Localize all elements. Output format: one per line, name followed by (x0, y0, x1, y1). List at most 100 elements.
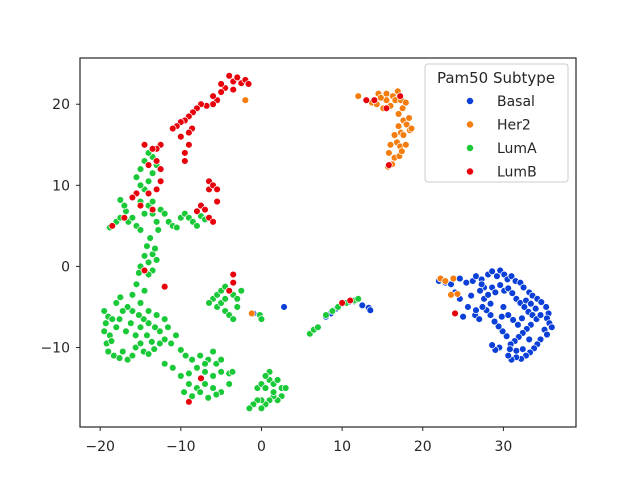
point-lumb (144, 189, 153, 198)
point-basal (493, 272, 501, 280)
point-luma (228, 368, 237, 376)
point-luma (185, 380, 193, 388)
point-basal (462, 278, 471, 287)
point-luma (160, 209, 169, 218)
point-luma (148, 169, 157, 177)
point-luma (144, 307, 153, 315)
point-basal (490, 317, 499, 326)
point-basal (519, 283, 528, 292)
point-luma (127, 319, 135, 327)
point-lumb (185, 141, 193, 149)
point-basal (506, 345, 514, 353)
x-axis: −20 −10 0 10 20 30 (85, 427, 512, 455)
point-luma (148, 338, 156, 346)
point-her2 (390, 131, 399, 139)
point-luma (128, 214, 137, 222)
point-luma (229, 315, 237, 323)
point-her2 (405, 114, 413, 122)
point-lumb (160, 282, 169, 291)
point-her2 (402, 141, 410, 149)
point-basal (498, 327, 507, 336)
point-luma (273, 376, 282, 384)
point-lumb (229, 85, 237, 94)
point-luma (140, 252, 149, 260)
point-luma (136, 165, 145, 173)
point-lumb (193, 207, 201, 216)
point-lumb (362, 96, 371, 104)
point-luma (160, 315, 169, 323)
point-luma (188, 392, 196, 400)
point-lumb (156, 177, 165, 186)
point-basal (467, 291, 475, 300)
point-luma (123, 355, 132, 364)
point-lumb (396, 92, 404, 100)
point-luma (225, 380, 233, 388)
point-lumb (209, 100, 217, 108)
point-luma (144, 319, 153, 327)
legend-marker-luma (466, 144, 474, 152)
point-luma (217, 368, 225, 376)
point-basal (280, 303, 288, 311)
point-lumb (225, 287, 233, 295)
point-luma (322, 311, 330, 319)
x-tick-label: 10 (333, 439, 351, 455)
point-luma (314, 323, 322, 332)
point-luma (212, 359, 221, 368)
point-lumb (156, 165, 165, 173)
point-her2 (453, 290, 462, 298)
point-luma (328, 307, 337, 315)
point-basal (536, 311, 545, 319)
point-luma (122, 327, 130, 336)
legend-label-lumb: LumB (497, 165, 537, 181)
point-luma (135, 311, 143, 319)
point-basal (486, 299, 495, 308)
point-lumb (128, 193, 137, 202)
point-basal (475, 315, 483, 323)
point-luma (196, 351, 204, 360)
point-lumb (217, 88, 225, 96)
point-luma (151, 244, 159, 253)
point-basal (472, 306, 480, 314)
point-luma (118, 347, 127, 356)
y-tick-label: 0 (61, 259, 70, 275)
point-luma (136, 299, 145, 307)
point-luma (160, 359, 169, 368)
point-luma (104, 347, 112, 356)
point-basal (507, 272, 516, 280)
point-basal (504, 351, 513, 360)
x-tick-label: 20 (414, 439, 432, 455)
point-lumb (385, 161, 393, 169)
point-luma (237, 287, 246, 295)
point-her2 (385, 149, 393, 157)
point-luma (160, 335, 169, 344)
point-basal (358, 301, 367, 310)
point-luma (132, 173, 141, 181)
point-basal (509, 316, 517, 324)
legend-title: Pam50 Subtype (437, 69, 555, 87)
point-luma (143, 331, 151, 340)
point-luma (209, 347, 217, 356)
point-basal (459, 312, 467, 321)
point-luma (136, 181, 145, 190)
point-luma (128, 351, 137, 360)
point-lumb (209, 92, 217, 100)
point-luma (167, 339, 175, 348)
point-basal (494, 322, 503, 331)
point-luma (164, 323, 172, 332)
point-her2 (407, 124, 416, 133)
point-luma (144, 350, 153, 358)
point-luma (136, 226, 145, 234)
point-luma (205, 299, 213, 307)
point-luma (221, 295, 229, 303)
point-lumb (201, 205, 209, 214)
legend-label-her2: Her2 (497, 118, 531, 134)
point-luma (201, 368, 209, 376)
point-luma (181, 351, 190, 360)
point-lumb (177, 132, 185, 141)
point-luma (116, 196, 125, 204)
point-luma (233, 303, 242, 311)
point-her2 (394, 122, 403, 130)
point-lumb (181, 157, 189, 165)
point-luma (102, 319, 110, 327)
point-basal (484, 291, 492, 299)
